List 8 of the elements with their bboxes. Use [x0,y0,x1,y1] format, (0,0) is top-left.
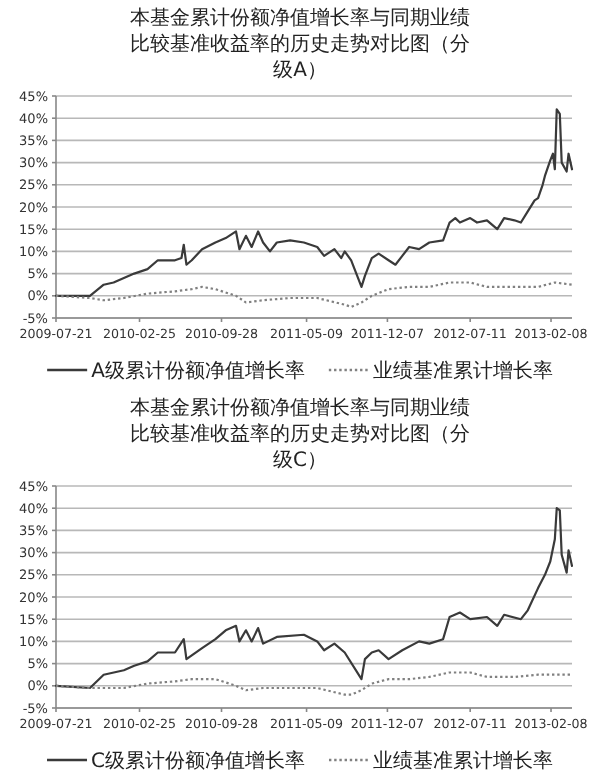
legend-label: 业绩基准累计增长率 [372,359,553,383]
chart-title: 本基金累计份额净值增长率与同期业绩比较基准收益率的历史走势对比图（分级A） [130,6,470,84]
legend-label: 业绩基准累计增长率 [372,749,553,773]
line-series [54,507,574,690]
chart-title: 本基金累计份额净值增长率与同期业绩比较基准收益率的历史走势对比图（分级C） [130,396,470,474]
legend-label: C级累计份额净值增长率 [91,749,305,773]
legend-label: A级累计份额净值增长率 [91,359,305,383]
line-series [54,108,574,297]
